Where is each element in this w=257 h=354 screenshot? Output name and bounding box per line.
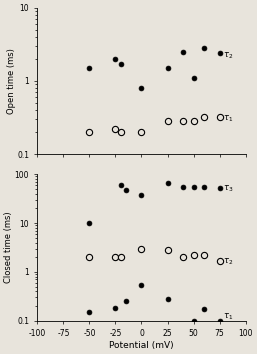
Text: $\tau_2$: $\tau_2$ (223, 257, 233, 267)
Y-axis label: Closed time (ms): Closed time (ms) (4, 212, 13, 283)
Text: $\tau_3$: $\tau_3$ (223, 184, 233, 194)
Y-axis label: Open time (ms): Open time (ms) (7, 48, 16, 114)
Text: $\tau_1$: $\tau_1$ (223, 312, 233, 322)
Text: $\tau_2$: $\tau_2$ (223, 51, 233, 61)
Text: $\tau_1$: $\tau_1$ (223, 114, 233, 125)
X-axis label: Potential (mV): Potential (mV) (109, 341, 174, 350)
